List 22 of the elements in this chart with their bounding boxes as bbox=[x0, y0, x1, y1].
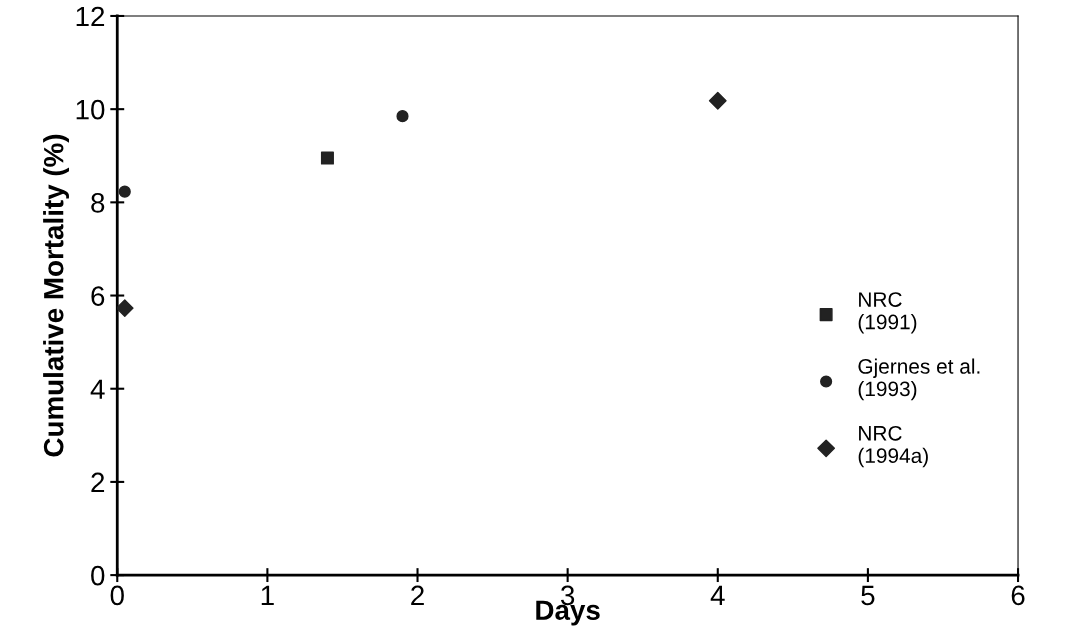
y-tick-label: 12 bbox=[76, 6, 105, 27]
point bbox=[320, 151, 334, 165]
x-tick-label: 2 bbox=[411, 585, 424, 605]
y-tick-label: 0 bbox=[91, 565, 105, 586]
legend-label: NRC (1991) bbox=[858, 292, 917, 334]
point bbox=[708, 91, 727, 110]
point bbox=[118, 185, 131, 198]
x-tick-label: 0 bbox=[110, 585, 124, 606]
y-tick-label: 8 bbox=[91, 193, 105, 213]
point bbox=[117, 299, 134, 318]
x-tick-label: 1 bbox=[261, 585, 274, 605]
x-tick-label: 5 bbox=[861, 585, 875, 606]
y-axis-title: Cumulative Mortality (%) bbox=[43, 134, 69, 457]
legend-label: Gjernes et al. (1993) bbox=[858, 358, 980, 401]
y-tick-label: 4 bbox=[90, 379, 105, 399]
point bbox=[396, 110, 409, 123]
x-tick-label: 6 bbox=[1011, 585, 1025, 606]
y-tick-label: 2 bbox=[91, 472, 105, 492]
y-tick-label: 10 bbox=[76, 99, 105, 120]
legend-label: NRC (1994a) bbox=[858, 425, 928, 468]
x-tick-label: 4 bbox=[710, 585, 725, 605]
y-tick-label: 6 bbox=[91, 286, 105, 306]
